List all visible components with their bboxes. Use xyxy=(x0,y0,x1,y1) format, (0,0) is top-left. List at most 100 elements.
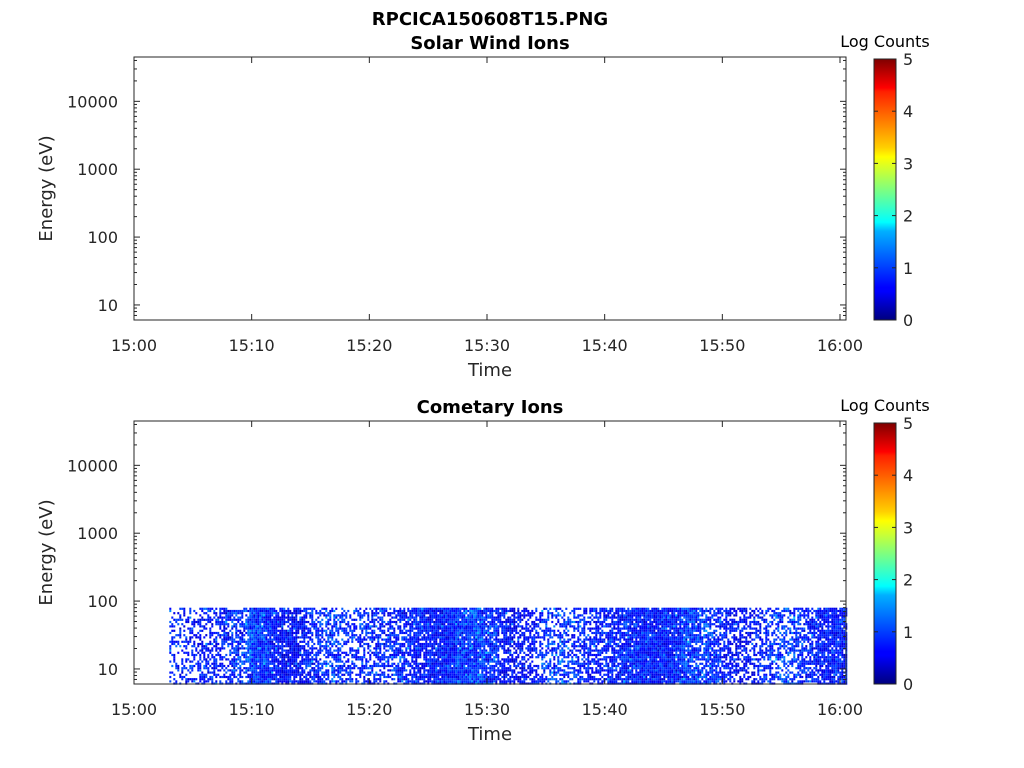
heatmap-cell xyxy=(405,660,408,663)
heatmap-cell xyxy=(533,664,536,668)
heatmap-cell xyxy=(205,627,208,630)
heatmap-cell xyxy=(339,649,342,652)
heatmap-cell xyxy=(241,660,244,663)
heatmap-cell xyxy=(451,640,454,643)
heatmap-cell xyxy=(465,616,468,619)
heatmap-cell xyxy=(495,645,498,648)
heatmap-cell xyxy=(469,645,472,648)
heatmap-cell xyxy=(345,667,348,670)
heatmap-cell xyxy=(535,647,538,650)
heatmap-cell xyxy=(573,671,576,674)
heatmap-cell xyxy=(201,625,204,628)
heatmap-cell xyxy=(565,664,568,668)
heatmap-cell xyxy=(477,664,480,668)
heatmap-cell xyxy=(321,671,324,674)
heatmap-cell xyxy=(389,664,392,668)
heatmap-cell xyxy=(417,664,420,668)
heatmap-cell xyxy=(239,623,242,626)
heatmap-cell xyxy=(249,612,252,615)
heatmap-cell xyxy=(231,673,234,676)
heatmap-cell xyxy=(319,640,322,643)
heatmap-cell xyxy=(341,673,344,676)
heatmap-cell xyxy=(549,649,552,652)
heatmap-cell xyxy=(453,607,456,610)
heatmap-cell xyxy=(439,651,442,654)
heatmap-cell xyxy=(453,609,456,613)
heatmap-cell xyxy=(463,656,466,659)
heatmap-cell xyxy=(551,667,554,670)
heatmap-cell xyxy=(363,680,366,683)
heatmap-cell xyxy=(199,656,202,659)
heatmap-cell xyxy=(301,673,304,676)
heatmap-cell xyxy=(501,647,504,650)
heatmap-cell xyxy=(531,656,534,659)
heatmap-cell xyxy=(205,664,208,668)
heatmap-cell xyxy=(471,642,474,646)
heatmap-cell xyxy=(225,631,228,635)
heatmap-cell xyxy=(429,673,432,676)
heatmap-cell xyxy=(249,669,252,672)
heatmap-cell xyxy=(453,642,456,646)
heatmap-cell xyxy=(417,638,420,641)
heatmap-cell xyxy=(415,616,418,619)
heatmap-cell xyxy=(473,618,476,621)
heatmap-cell xyxy=(295,614,298,617)
heatmap-cell xyxy=(427,662,430,665)
heatmap-cell xyxy=(467,669,470,672)
heatmap-cell xyxy=(463,618,466,621)
heatmap-cell xyxy=(347,609,350,613)
heatmap-cell xyxy=(333,634,336,637)
heatmap-cell xyxy=(441,656,444,659)
heatmap-cell xyxy=(389,620,392,624)
heatmap-cell xyxy=(249,634,252,637)
heatmap-cell xyxy=(373,636,376,639)
heatmap-cell xyxy=(255,656,258,659)
heatmap-cell xyxy=(421,649,424,652)
heatmap-cell xyxy=(187,620,190,624)
heatmap-cell xyxy=(255,627,258,630)
heatmap-cell xyxy=(199,649,202,652)
heatmap-cell xyxy=(353,662,356,665)
heatmap-cell xyxy=(499,669,502,672)
heatmap-cell xyxy=(503,680,506,683)
heatmap-cell xyxy=(517,642,520,646)
heatmap-cell xyxy=(379,678,382,681)
heatmap-cell xyxy=(269,638,272,641)
heatmap-cell xyxy=(479,647,482,650)
heatmap-cell xyxy=(425,627,428,630)
heatmap-cell xyxy=(525,623,528,626)
heatmap-cell xyxy=(283,645,286,648)
heatmap-cell xyxy=(441,671,444,674)
heatmap-cell xyxy=(485,669,488,672)
heatmap-cell xyxy=(331,653,334,657)
heatmap-cell xyxy=(497,662,500,665)
heatmap-cell xyxy=(455,645,458,648)
heatmap-cell xyxy=(513,678,516,681)
heatmap-cell xyxy=(325,620,328,624)
heatmap-cell xyxy=(535,680,538,683)
heatmap-cell xyxy=(491,653,494,657)
heatmap-cell xyxy=(403,656,406,659)
heatmap-cell xyxy=(293,620,296,624)
heatmap-cell xyxy=(567,660,570,663)
heatmap-cell xyxy=(271,656,274,659)
heatmap-cell xyxy=(567,664,570,668)
heatmap-cell xyxy=(273,667,276,670)
heatmap-cell xyxy=(541,612,544,615)
heatmap-cell xyxy=(225,634,228,637)
heatmap-cell xyxy=(207,660,210,663)
heatmap-cell xyxy=(531,609,534,613)
heatmap-cell xyxy=(265,614,268,617)
heatmap-cell xyxy=(457,642,460,646)
heatmap-cell xyxy=(465,673,468,676)
heatmap-cell xyxy=(565,623,568,626)
heatmap-cell xyxy=(231,612,234,615)
heatmap-cell xyxy=(443,651,446,654)
heatmap-cell xyxy=(191,631,194,635)
heatmap-cell xyxy=(295,645,298,648)
heatmap-cell xyxy=(547,678,550,681)
heatmap-cell xyxy=(271,678,274,681)
heatmap-cell xyxy=(295,660,298,663)
heatmap-cell xyxy=(435,609,438,613)
heatmap-cell xyxy=(317,651,320,654)
